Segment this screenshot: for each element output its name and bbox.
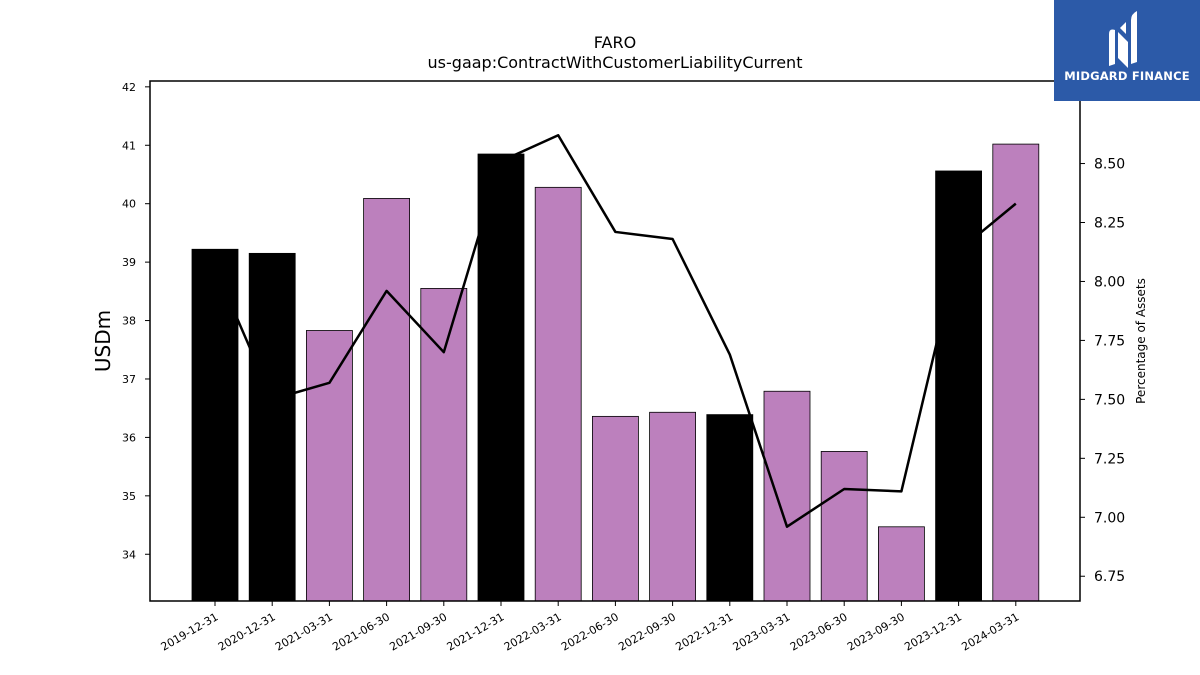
y2-tick-label: 8.50 [1094,157,1125,173]
y-tick-label: 37 [122,373,136,386]
y-tick-label: 39 [122,256,136,269]
bar [992,143,1040,602]
x-tick-label: 2023-06-30 [788,610,850,653]
x-tick-label: 2020-12-31 [216,610,278,653]
bar [305,330,353,602]
y-tick-label: 36 [122,431,136,444]
y2-tick-label: 7.25 [1094,451,1125,467]
bar [706,414,754,602]
bar [820,451,868,602]
bar [534,186,582,602]
midgard-logo: MIDGARD FINANCE [1054,0,1200,101]
x-tick-label: 2023-09-30 [845,610,907,653]
y-tick-label: 41 [122,139,136,152]
logo-text: MIDGARD FINANCE [1064,69,1190,83]
x-tick-label: 2022-09-30 [616,610,678,653]
y-axis-right: 6.75 7.00 7.25 7.50 7.75 8.00 8.25 8.50 [1080,157,1125,585]
y2-tick-label: 7.00 [1094,510,1125,526]
x-tick-label: 2024-03-31 [959,610,1021,653]
x-tick-label: 2022-12-31 [673,610,735,653]
chart-title: FARO [594,33,636,52]
bar [191,248,239,602]
bar [363,198,411,602]
y-tick-label: 35 [122,490,136,503]
line-layer [213,133,1017,528]
bar [935,170,982,602]
x-tick-label: 2021-06-30 [330,610,392,653]
y-tick-label: 38 [122,315,136,328]
x-axis: 2019-12-312020-12-312021-03-312021-06-30… [159,601,1021,654]
y2-tick-label: 7.50 [1094,392,1125,408]
y-axis-left: 34 35 36 37 38 39 40 41 42 [122,81,150,561]
y-tick-label: 34 [122,548,136,561]
x-tick-label: 2022-06-30 [559,610,621,653]
y2-tick-label: 8.25 [1094,215,1125,231]
bar [248,252,296,602]
y2-tick-label: 6.75 [1094,569,1125,585]
y2-tick-label: 7.75 [1094,333,1125,349]
bars-layer [191,143,1040,602]
y-axis-label: USDm [91,310,115,372]
y2-tick-label: 8.00 [1094,274,1125,290]
x-tick-label: 2021-03-31 [273,610,335,653]
midgard-logo-icon [1109,11,1137,68]
x-tick-label: 2019-12-31 [159,610,221,653]
x-tick-label: 2023-03-31 [731,610,793,653]
bar [878,526,925,602]
bar [649,411,696,602]
bar [477,153,525,602]
x-tick-label: 2023-12-31 [902,610,964,653]
line-series [213,133,1017,528]
y2-axis-label: Percentage of Assets [1134,278,1148,404]
bar [592,415,639,602]
chart-subtitle: us-gaap:ContractWithCustomerLiabilityCur… [428,53,803,72]
x-tick-label: 2021-09-30 [387,610,449,653]
bar [420,288,468,602]
bar [763,390,811,602]
x-tick-label: 2022-03-31 [502,610,564,653]
y-tick-label: 40 [122,198,136,211]
x-tick-label: 2021-12-31 [445,610,507,653]
y-tick-label: 42 [122,81,136,94]
